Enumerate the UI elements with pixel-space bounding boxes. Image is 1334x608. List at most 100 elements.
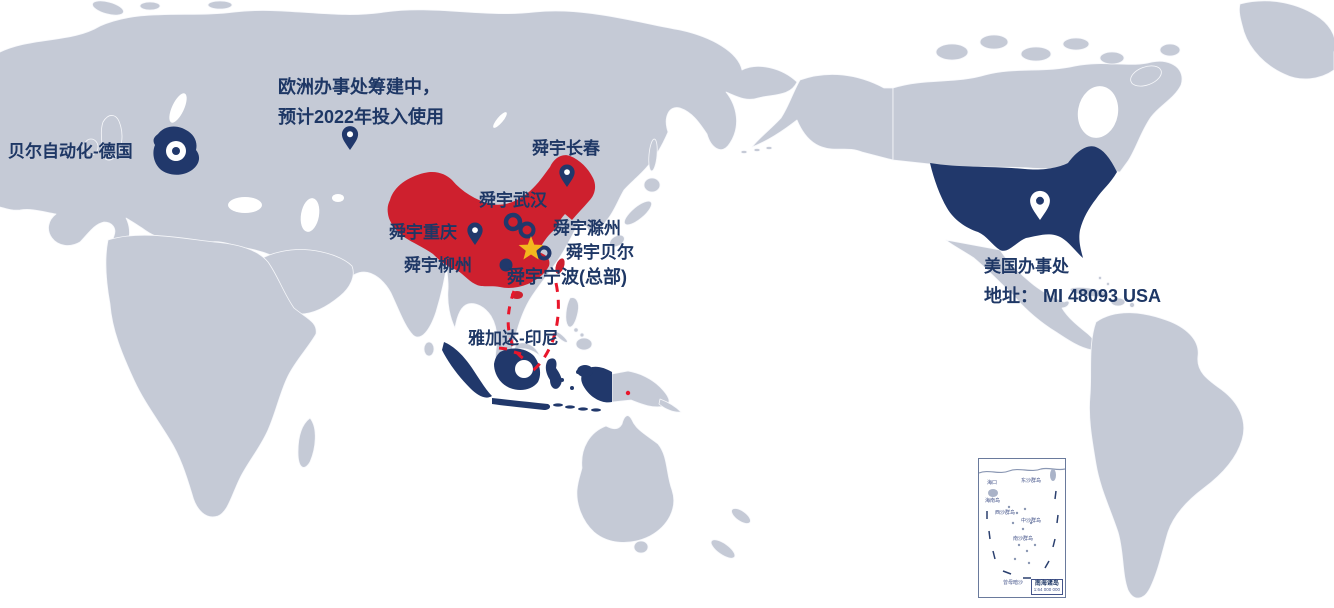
inset-island-xisha: 西沙群岛 (995, 510, 1016, 516)
baltic-sea (169, 93, 187, 123)
europe-note-line1: 欧洲办事处筹建中， (278, 77, 440, 97)
greenland-landmass (1238, 0, 1334, 80)
madagascar-island (297, 417, 316, 468)
europe-office-note: 欧洲办事处筹建中， 预计2022年投入使用 (278, 72, 444, 132)
inset-nine-dash (986, 490, 1059, 579)
papua-new-guinea (611, 370, 670, 408)
inset-place-haikou: 海口 (987, 480, 998, 486)
sunda-island-c (578, 407, 588, 411)
inset-island-zhongsha: 中沙群岛 (1021, 518, 1042, 524)
jakarta-label: 雅加达-印尼 (468, 329, 559, 348)
sunda-island-d (591, 408, 601, 412)
palawan-island (554, 331, 568, 343)
arctic-canada-d (1062, 37, 1090, 51)
red-dot-png (625, 390, 631, 396)
inset-island-dongsha: 东沙群岛 (1021, 478, 1042, 484)
china-country (387, 155, 596, 288)
arctic-canada-a (935, 43, 969, 61)
black-sea (228, 197, 262, 213)
papua-birds-head (577, 365, 593, 377)
sumatra-island (442, 342, 492, 398)
arctic-canada-e (1099, 51, 1125, 65)
chuzhou-label: 舜宇滁州 (553, 219, 621, 238)
germany-office-label: 贝尔自动化-德国 (8, 142, 133, 161)
nine-dash-segment-b (513, 350, 522, 356)
sulawesi-island (545, 358, 562, 389)
wuhan-label: 舜宇武汉 (479, 191, 547, 210)
usa-country (930, 146, 1117, 258)
inset-island-zengmu: 曾母暗沙 (1003, 580, 1024, 586)
aleutian-island-a (740, 150, 748, 154)
sunda-island-b (565, 405, 575, 409)
inset-title-box: 南海诸岛 1:64 000 000 (1030, 579, 1063, 595)
maluku-island-b (570, 386, 574, 390)
sakhalin-island (648, 138, 658, 172)
inset-scale: 1:64 000 000 (1033, 587, 1060, 593)
africa-landmass (105, 234, 317, 518)
visayas-island-a (573, 327, 579, 333)
ireland-island (83, 138, 99, 156)
changchun-label: 舜宇长春 (532, 139, 600, 158)
nz-north-island (731, 508, 751, 524)
inset-title: 南海诸岛 (1034, 581, 1059, 588)
us-address-label: 地址： MI 48093 USA (984, 286, 1162, 306)
nz-south-island (710, 539, 736, 559)
cuba-island (1069, 286, 1107, 298)
bahamas-island-b (1106, 281, 1111, 286)
hispaniola-island (1110, 297, 1126, 307)
chongqing-label: 舜宇重庆 (389, 223, 457, 242)
inset-map-svg (979, 467, 1065, 579)
chongqing-pin-icon (467, 222, 483, 245)
taiwan-island (555, 258, 565, 274)
nine-dash-line-east (530, 282, 560, 374)
jakarta-circle-icon (515, 360, 533, 378)
aleutian-island-b (753, 148, 761, 152)
europe-pin-icon (341, 126, 359, 150)
srilanka-island (423, 341, 435, 357)
changchun-pin-icon (559, 164, 575, 187)
europe-note-line2: 预计2022年投入使用 (278, 107, 445, 127)
puertorico-island (1129, 302, 1135, 308)
usa-pin-icon (1030, 190, 1050, 220)
ningbo-hq-label: 舜宇宁波(总部) (507, 267, 627, 287)
inset-island-nansha: 南沙群岛 (1013, 536, 1034, 542)
south-america-landmass (1089, 312, 1245, 599)
svalbard-islands (92, 0, 124, 16)
png-tail (658, 398, 682, 413)
honshu-island (624, 200, 652, 226)
germany-ring-icon (166, 141, 186, 161)
kyushu-island (609, 234, 625, 248)
australia-landmass (576, 415, 675, 543)
bell-label: 舜宇贝尔 (566, 243, 634, 262)
liuzhou-label: 舜宇柳州 (404, 256, 472, 275)
chuzhou-ring-icon (518, 221, 536, 239)
arctic-canada-b (979, 34, 1009, 50)
sunda-island-a (553, 403, 563, 407)
aral-sea (332, 194, 344, 202)
liuzhou-dot-icon (499, 258, 513, 272)
maluku-island-a (560, 378, 564, 382)
south-china-sea-inset: 海口 海南岛 东沙群岛 西沙群岛 中沙群岛 南沙群岛 曾母暗沙 南海诸岛 1:6… (978, 458, 1066, 598)
inset-place-hainandao: 海南岛 (985, 498, 1001, 504)
hokkaido-island (643, 177, 661, 193)
aleutian-island-c (765, 146, 773, 150)
bell-ring-icon (536, 245, 552, 261)
visayas-island-b (579, 332, 585, 338)
arctic-canada-c (1020, 46, 1052, 62)
britain-island (100, 115, 123, 161)
arctic-island-a (139, 1, 161, 11)
caspian-sea (300, 198, 320, 232)
inset-taiwan (1050, 469, 1056, 481)
arctic-island-b (207, 0, 233, 10)
canada-landmass (892, 60, 1183, 173)
hudson-bay (1077, 86, 1119, 138)
wuhan-ring-icon (503, 212, 523, 232)
us-office-label: 美国办事处 (984, 257, 1069, 276)
inset-island-dots (1007, 505, 1037, 565)
java-island (492, 398, 551, 410)
ningbo-hq-star-icon (518, 236, 544, 260)
bahamas-island-a (1098, 275, 1103, 280)
tasmania-island (633, 540, 649, 554)
